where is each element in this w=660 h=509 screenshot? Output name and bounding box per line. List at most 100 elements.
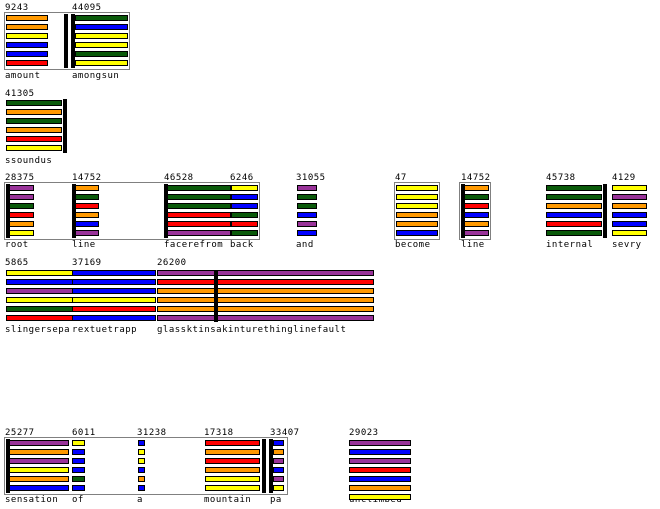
color-bar	[72, 449, 85, 455]
color-bar	[72, 279, 156, 285]
number-b13: 5865	[5, 258, 29, 268]
color-bar	[612, 230, 647, 236]
number-b17: 6011	[72, 428, 96, 438]
number-b18: 31238	[137, 428, 167, 438]
separator-line	[63, 99, 67, 153]
color-bar	[138, 458, 145, 464]
color-bar	[157, 279, 217, 285]
word-b2: amongsun	[72, 71, 120, 81]
color-bar	[6, 42, 48, 48]
color-bar	[6, 60, 48, 66]
number-b5: 14752	[72, 173, 102, 183]
color-bar	[8, 458, 69, 464]
color-bar	[157, 270, 217, 276]
color-bar	[138, 449, 145, 455]
color-bar	[231, 194, 258, 200]
color-bar	[297, 194, 317, 200]
color-bar	[8, 440, 69, 446]
frame-row5	[4, 437, 288, 495]
color-bar	[6, 270, 74, 276]
color-bar	[297, 221, 317, 227]
color-bar	[8, 449, 69, 455]
color-bar	[75, 33, 128, 39]
separator-line	[461, 184, 465, 238]
color-bar	[167, 212, 231, 218]
separator-line	[214, 270, 218, 322]
color-bar	[396, 185, 438, 191]
color-bar	[205, 458, 260, 464]
separator-line	[269, 439, 273, 493]
color-bar	[167, 230, 231, 236]
frame-b9	[394, 182, 440, 240]
color-bar	[6, 51, 48, 57]
number-b6: 46528	[164, 173, 194, 183]
color-bar	[297, 203, 317, 209]
color-bar	[167, 194, 231, 200]
color-bar	[297, 230, 317, 236]
color-bar	[75, 194, 99, 200]
color-bar	[297, 185, 317, 191]
number-b10: 14752	[461, 173, 491, 183]
color-bar	[205, 476, 260, 482]
number-b12: 4129	[612, 173, 636, 183]
color-bar	[6, 24, 48, 30]
color-bar	[8, 230, 34, 236]
word-b15: glassktinsakinturethinglinefault	[157, 325, 347, 335]
color-bar	[231, 203, 258, 209]
word-b10: line	[461, 240, 485, 250]
color-bar	[75, 60, 128, 66]
color-bar	[6, 288, 74, 294]
word-b19: mountain	[204, 495, 252, 505]
color-bar	[72, 288, 156, 294]
color-bar	[72, 440, 85, 446]
color-bar	[157, 297, 217, 303]
number-b19: 17318	[204, 428, 234, 438]
color-bar	[464, 221, 489, 227]
color-bar	[217, 297, 374, 303]
color-bar	[231, 221, 258, 227]
color-bar	[546, 185, 602, 191]
color-bar	[612, 212, 647, 218]
color-bar	[75, 185, 99, 191]
color-bar	[217, 279, 374, 285]
color-bar	[273, 476, 284, 482]
color-bar	[546, 212, 602, 218]
color-bar	[273, 458, 284, 464]
color-bar	[157, 288, 217, 294]
color-bar	[75, 15, 128, 21]
color-bar	[167, 185, 231, 191]
word-b21: unclimbed	[349, 495, 403, 505]
separator-line	[71, 14, 75, 68]
color-bar	[75, 51, 128, 57]
color-bar	[75, 42, 128, 48]
separator-line	[6, 439, 10, 493]
color-bar	[349, 449, 411, 455]
color-bar	[167, 221, 231, 227]
word-b1: amount	[5, 71, 41, 81]
color-bar	[6, 297, 74, 303]
color-bar	[349, 494, 411, 500]
color-bar	[297, 212, 317, 218]
word-b12: sevry	[612, 240, 642, 250]
color-bar	[231, 185, 258, 191]
number-b14: 37169	[72, 258, 102, 268]
color-bar	[612, 221, 647, 227]
word-b8: and	[296, 240, 314, 250]
color-bar	[349, 458, 411, 464]
color-bar	[349, 440, 411, 446]
color-bar	[75, 230, 99, 236]
color-bar	[546, 203, 602, 209]
separator-line	[603, 184, 607, 238]
color-bar	[217, 288, 374, 294]
color-bar	[6, 100, 62, 106]
color-bar	[273, 440, 284, 446]
color-bar	[72, 297, 156, 303]
number-b3: 41305	[5, 89, 35, 99]
color-bar	[464, 185, 489, 191]
color-bar	[546, 221, 602, 227]
color-bar	[157, 306, 217, 312]
number-b1: 9243	[5, 3, 29, 13]
separator-line	[262, 439, 266, 493]
number-b7: 6246	[230, 173, 254, 183]
color-bar	[612, 185, 647, 191]
